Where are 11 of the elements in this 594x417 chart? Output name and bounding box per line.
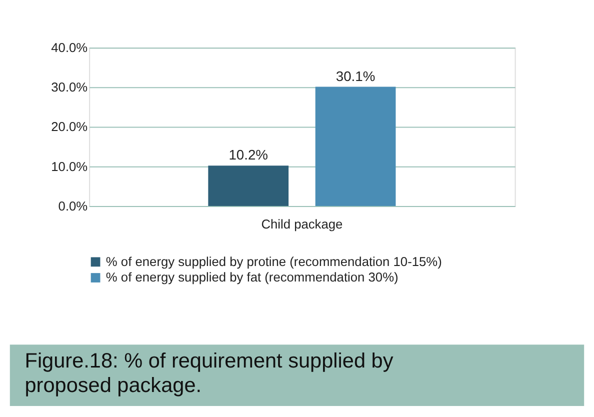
y-tick-label: 10.0% <box>51 158 88 174</box>
data-label: 10.2% <box>228 146 268 163</box>
legend-label: % of energy supplied by fat (recommendation 30%) <box>106 270 398 285</box>
y-tick-label: 30.0% <box>51 80 88 95</box>
y-tick-label: 40.0% <box>51 40 88 56</box>
data-label: 30.1% <box>336 68 376 84</box>
text: Figure.18: % of requirement supplied by proposed package. <box>24 349 394 398</box>
legend-label: % of energy supplied by protine (recommendation 10-15%) <box>106 254 442 269</box>
y-tick-label: 0.0% <box>58 198 88 214</box>
y-tick-label: 20.0% <box>51 119 88 134</box>
x-tick-label: Child package <box>261 216 343 232</box>
